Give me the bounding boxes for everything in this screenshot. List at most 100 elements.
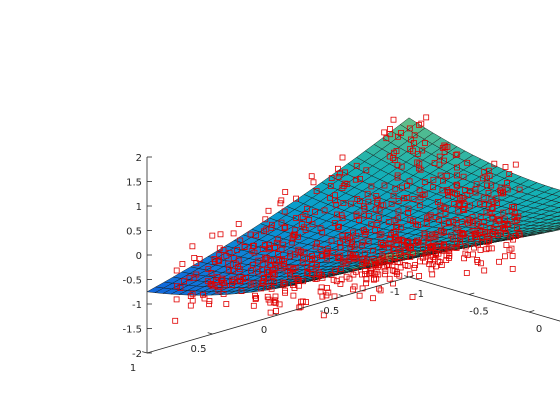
scatter-point xyxy=(488,206,495,212)
scatter-point xyxy=(430,184,436,191)
scatter-point xyxy=(268,285,275,292)
scatter-point xyxy=(317,246,324,253)
scatter-point xyxy=(214,274,221,281)
scatter-point xyxy=(429,271,436,278)
scatter-point xyxy=(440,157,447,164)
scatter-point xyxy=(343,260,350,267)
scatter-point xyxy=(496,216,503,223)
scatter-point xyxy=(429,231,436,238)
scatter-point xyxy=(174,283,181,290)
scatter-point xyxy=(370,295,376,302)
scatter-point xyxy=(484,175,491,182)
scatter-point xyxy=(187,293,194,300)
scatter-point xyxy=(416,202,423,209)
scatter-point xyxy=(386,275,393,282)
scatter-point xyxy=(449,235,456,242)
scatter-point xyxy=(467,235,474,242)
scatter-point xyxy=(462,187,469,193)
scatter-point xyxy=(394,172,401,179)
scatter-point xyxy=(472,231,479,238)
scatter-point xyxy=(358,271,365,278)
scatter-point xyxy=(217,231,224,238)
scatter-point xyxy=(430,176,437,183)
scatter-point xyxy=(339,232,346,239)
scatter-point xyxy=(317,225,324,232)
scatter-point xyxy=(481,267,488,274)
scatter-point xyxy=(453,181,460,188)
scatter-point xyxy=(280,241,287,248)
scatter-point xyxy=(377,287,384,294)
scatter-point xyxy=(291,285,298,291)
scatter-point xyxy=(268,278,275,285)
y-tick-label: -1 xyxy=(390,287,400,298)
scatter-point xyxy=(453,172,460,179)
scatter-point xyxy=(385,262,392,269)
scatter-point xyxy=(464,159,471,166)
scatter-point xyxy=(385,218,392,225)
scatter-point xyxy=(423,114,430,121)
scatter-point xyxy=(230,255,237,262)
surface-patch xyxy=(553,228,560,231)
scatter-point xyxy=(337,252,344,259)
scatter-point xyxy=(509,203,516,210)
scatter-point xyxy=(275,251,281,258)
scatter-point xyxy=(389,267,396,274)
scatter-point xyxy=(339,154,346,161)
scatter-point xyxy=(414,239,421,246)
scatter-point xyxy=(502,164,509,170)
scatter-point xyxy=(451,201,457,208)
scatter-point xyxy=(290,292,297,299)
scatter-point xyxy=(282,189,289,195)
scatter-point xyxy=(189,243,196,250)
scatter-point xyxy=(453,225,460,232)
scatter-point xyxy=(321,207,328,214)
scatter-point xyxy=(476,201,483,208)
scatter-point xyxy=(458,197,465,204)
scatter-point xyxy=(460,173,467,180)
scatter-point xyxy=(376,285,383,292)
scatter-point xyxy=(328,175,335,182)
scatter-point xyxy=(385,240,392,247)
scatter-point xyxy=(324,245,331,252)
scatter-point xyxy=(466,202,473,209)
scatter-point xyxy=(499,224,506,231)
scatter-point xyxy=(310,179,317,186)
scatter-point xyxy=(397,248,404,255)
scatter-point xyxy=(481,168,488,175)
z-tick-label: 0.5 xyxy=(126,227,142,238)
scatter-point xyxy=(515,229,522,236)
scatter-point xyxy=(441,246,448,253)
scatter-point xyxy=(494,232,501,239)
scatter-point xyxy=(395,133,401,140)
scatter-point xyxy=(261,274,268,281)
scatter-point xyxy=(455,227,462,234)
scatter-point xyxy=(275,236,282,243)
scatter-point xyxy=(281,225,288,231)
scatter-point xyxy=(479,175,486,182)
scatter-point xyxy=(485,201,492,208)
scatter-point xyxy=(382,271,389,278)
scatter-point xyxy=(230,267,237,274)
scatter-point xyxy=(441,142,448,149)
scatter-point xyxy=(270,299,277,306)
z-tick-label: 1.5 xyxy=(126,178,142,189)
scatter-point xyxy=(459,231,466,238)
scatter-point xyxy=(350,229,356,236)
scatter-point xyxy=(504,179,511,186)
scatter-point xyxy=(404,239,411,246)
scatter-point xyxy=(378,231,385,238)
scatter-point xyxy=(512,161,519,168)
scatter-point xyxy=(333,201,340,208)
scatter-point xyxy=(437,227,444,234)
scatter-point xyxy=(303,205,310,212)
scatter-point xyxy=(237,237,244,244)
x-tick-label: 0 xyxy=(536,324,542,335)
scatter-point xyxy=(363,276,370,283)
scatter-point xyxy=(268,221,275,228)
scatter-point xyxy=(254,268,261,275)
scatter-point xyxy=(445,246,452,253)
surface-patch xyxy=(552,190,560,197)
scatter-point xyxy=(512,218,519,224)
scatter-point xyxy=(414,237,420,244)
scatter-point xyxy=(360,203,367,210)
